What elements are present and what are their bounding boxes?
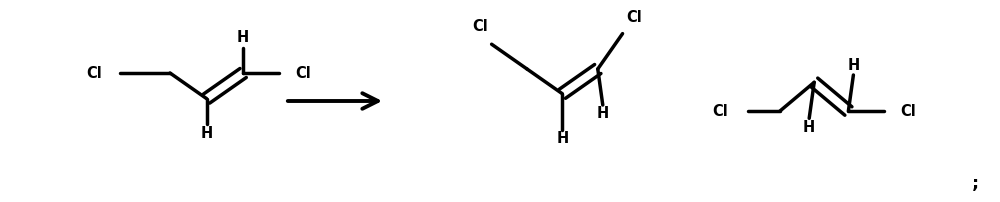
- Text: H: H: [847, 58, 860, 73]
- Text: H: H: [556, 131, 569, 146]
- Text: Cl: Cl: [295, 65, 311, 81]
- Text: H: H: [237, 30, 249, 45]
- Text: H: H: [803, 120, 815, 135]
- Text: Cl: Cl: [86, 65, 102, 81]
- Text: Cl: Cl: [627, 10, 642, 25]
- Text: Cl: Cl: [712, 103, 728, 119]
- Text: ;: ;: [971, 175, 979, 193]
- Text: H: H: [200, 126, 213, 141]
- Text: H: H: [597, 106, 609, 121]
- Text: Cl: Cl: [472, 19, 488, 34]
- Text: Cl: Cl: [900, 103, 916, 119]
